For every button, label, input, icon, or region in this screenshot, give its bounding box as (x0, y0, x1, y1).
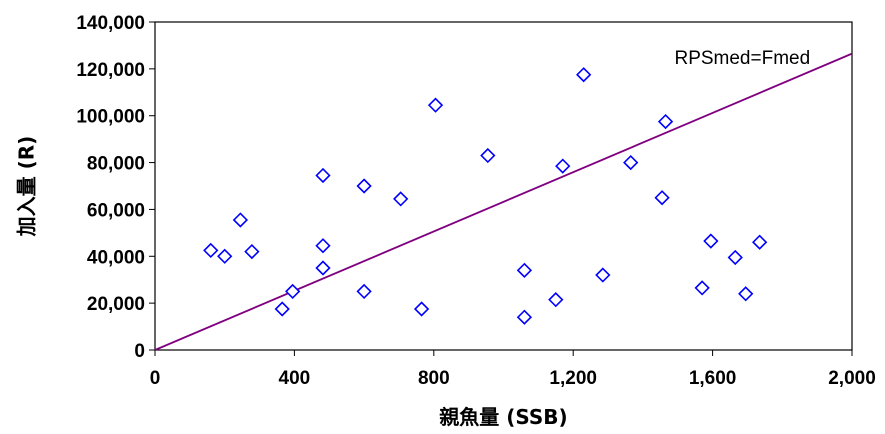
scatter-point (694, 280, 710, 296)
scatter-point (654, 190, 670, 206)
scatter-point (516, 262, 533, 278)
scatter-point (217, 248, 233, 264)
x-tick-label: 2,000 (828, 368, 876, 389)
scatter-point (548, 291, 564, 308)
y-tick-label: 0 (134, 341, 145, 362)
reference-line (154, 52, 853, 351)
scatter-point (244, 243, 260, 260)
scatter-point (413, 301, 430, 317)
scatter-point (203, 242, 219, 259)
x-axis-title: 親魚量 (SSB) (439, 405, 567, 429)
scatter-point (576, 67, 592, 83)
plot-frame (154, 21, 853, 351)
scatter-point (285, 283, 301, 300)
scatter-point (555, 158, 571, 174)
scatter-point (356, 283, 372, 300)
x-tick-label: 0 (150, 368, 161, 389)
scatter-points (203, 67, 768, 325)
scatter-point (595, 267, 611, 283)
scatter-point (623, 154, 639, 171)
y-tick-label: 20,000 (87, 294, 145, 315)
scatter-point (727, 249, 743, 266)
scatter-point (703, 233, 719, 249)
y-tick-label: 60,000 (87, 200, 145, 221)
scatter-point (356, 178, 372, 194)
y-tick-label: 100,000 (76, 107, 145, 128)
x-tick-label: 1,200 (549, 368, 597, 389)
x-tick-label: 1,600 (689, 368, 737, 389)
scatter-point (315, 238, 331, 254)
scatter-point (232, 212, 249, 228)
scatter-point (516, 309, 533, 325)
scatter-point (657, 113, 674, 130)
scatter-point (393, 191, 409, 207)
scatter-point (315, 167, 331, 184)
reference-line-layer (154, 52, 853, 351)
scatter-point (274, 301, 290, 317)
y-tick-label: 140,000 (76, 13, 145, 34)
reference-line-label: RPSmed=Fmed (674, 48, 810, 69)
y-axis-title: 加入量 (R) (15, 136, 39, 238)
axes (149, 21, 853, 356)
scatter-point (427, 97, 444, 113)
y-tick-label: 80,000 (87, 154, 145, 175)
x-tick-label: 400 (279, 368, 311, 389)
tick-labels: 0 20,000 40,000 60,000 80,000 100,000 120,000 1… (76, 13, 875, 389)
scatter-point (752, 234, 768, 250)
y-tick-label: 40,000 (87, 247, 145, 268)
scatter-point (315, 260, 331, 276)
x-tick-label: 800 (418, 368, 450, 389)
scatter-point (480, 147, 496, 164)
scatter-point (738, 286, 754, 302)
y-tick-label: 120,000 (76, 60, 145, 81)
